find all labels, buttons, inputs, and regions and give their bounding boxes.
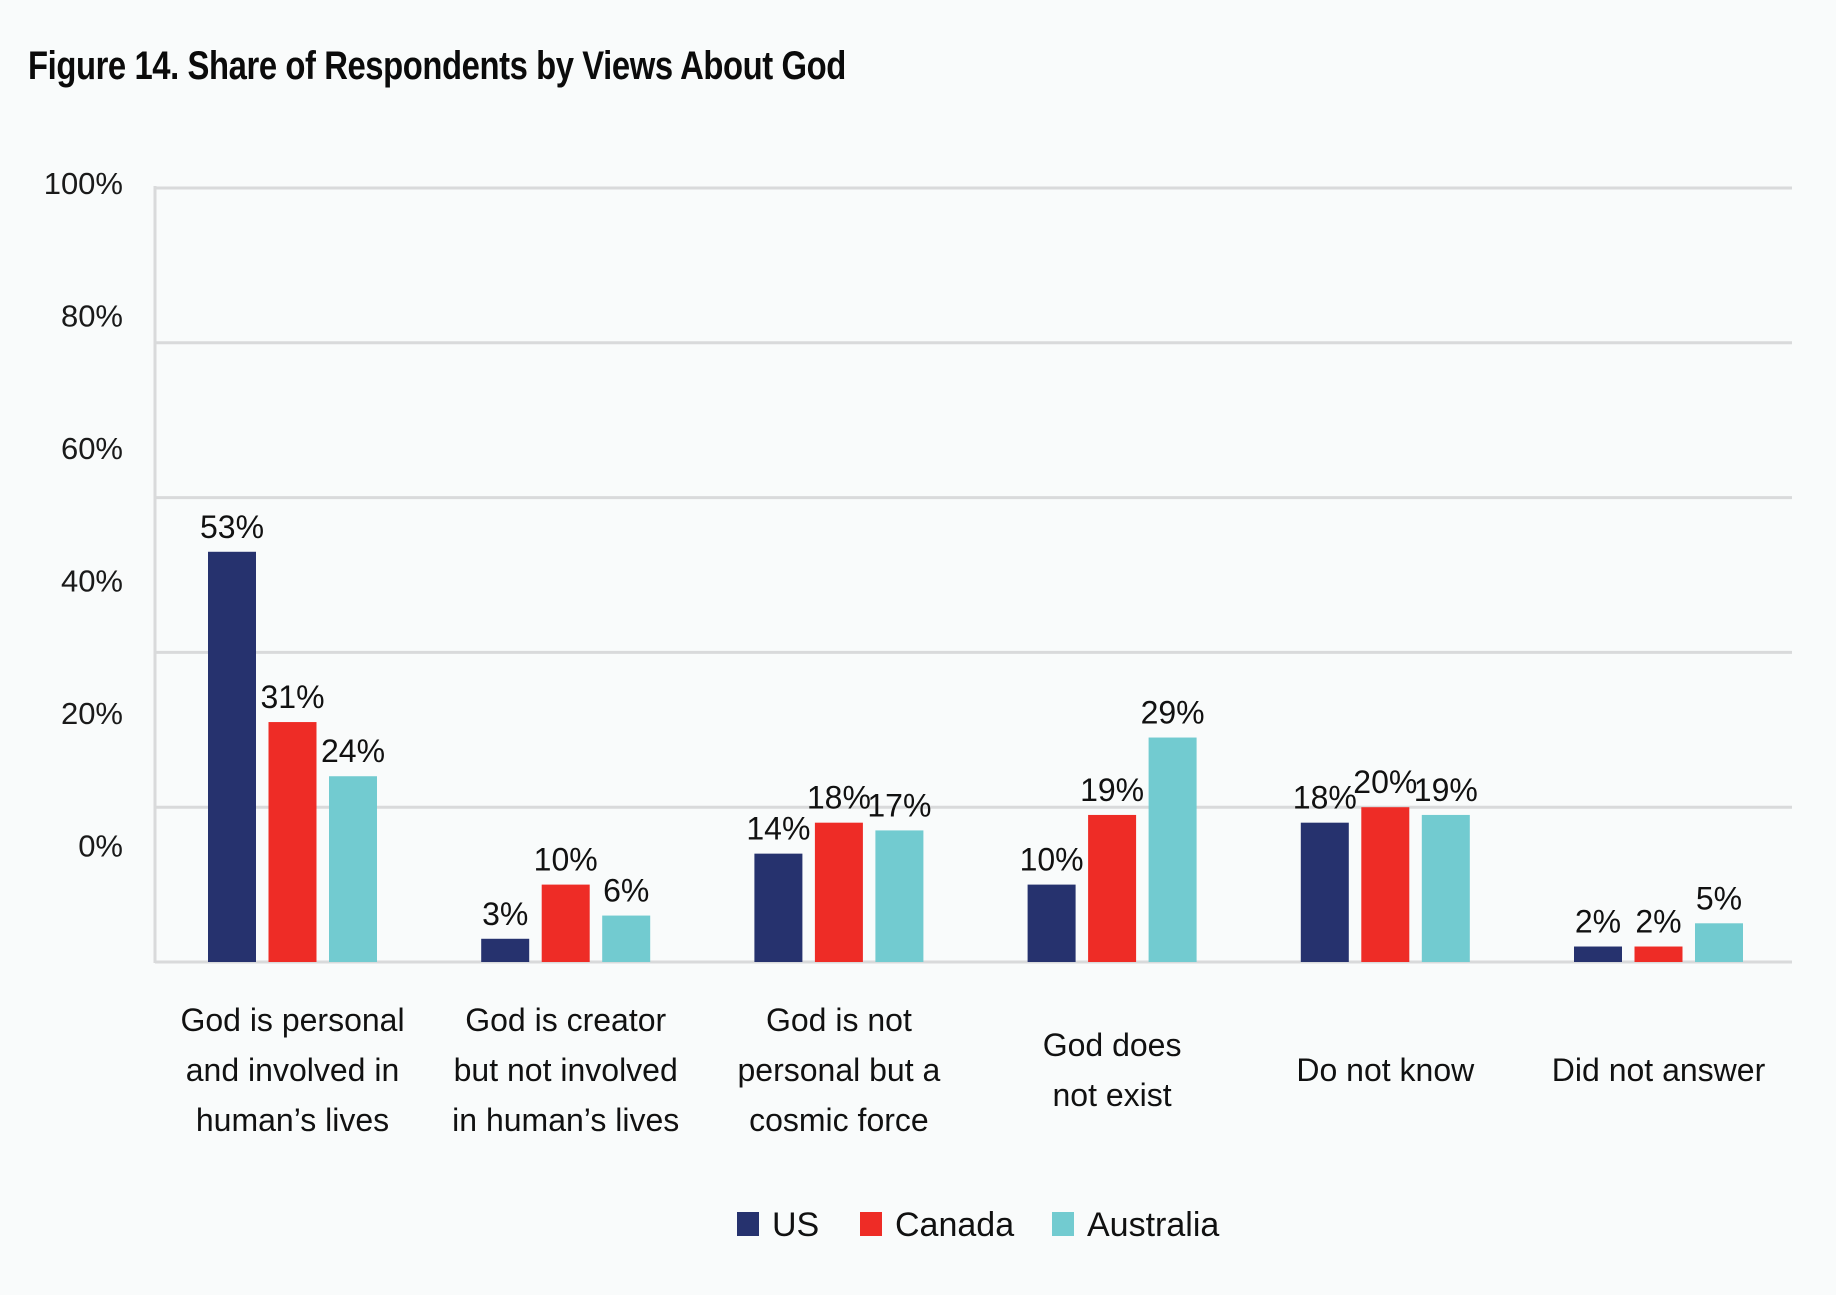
data-label: 3%: [482, 896, 528, 932]
x-category-label-line: human’s lives: [196, 1102, 389, 1138]
x-category-label: Do not know: [1296, 1052, 1475, 1088]
x-category-label-line: God is personal: [180, 1002, 404, 1038]
data-label: 29%: [1141, 695, 1205, 731]
x-category-label-line: personal but a: [737, 1052, 940, 1088]
bar-us: [1300, 822, 1349, 962]
x-category-label: God does not exist: [1043, 1027, 1182, 1113]
data-label: 17%: [867, 787, 931, 823]
legend-label-us: US: [772, 1206, 819, 1244]
bar-canada: [1361, 807, 1410, 962]
bar-us: [481, 938, 530, 962]
bar-canada: [541, 884, 590, 962]
x-category-label-line: God does: [1043, 1027, 1182, 1063]
bar-us: [1027, 884, 1076, 962]
bar-canada: [814, 822, 863, 962]
legend-label-canada: Canada: [895, 1206, 1014, 1244]
x-category-label-line: cosmic force: [749, 1102, 929, 1138]
bar-canada: [1634, 946, 1683, 962]
data-label: 2%: [1575, 904, 1621, 940]
bar-us: [754, 853, 803, 962]
x-category-label-line: God is not: [766, 1002, 912, 1038]
x-category-label-line: Did not answer: [1552, 1052, 1766, 1088]
data-label: 6%: [603, 873, 649, 909]
bar-us: [1574, 946, 1622, 962]
bar-australia: [1148, 737, 1197, 962]
data-label: 14%: [746, 811, 810, 847]
x-category-label-line: God is creator: [465, 1002, 666, 1038]
x-category-label-line: and involved in: [186, 1052, 399, 1088]
x-category-label: God is personal and involved in human’s li…: [180, 1002, 404, 1138]
x-category-label: God is creator but not involved in human’s…: [452, 1002, 679, 1138]
x-category-label-line: but not involved: [454, 1052, 678, 1088]
data-label: 19%: [1080, 772, 1144, 808]
y-tick-label: 40%: [61, 564, 123, 599]
bar-australia: [1421, 814, 1470, 962]
x-category-label-line: in human’s lives: [452, 1102, 679, 1138]
data-label: 10%: [1020, 842, 1084, 878]
data-label: 24%: [321, 733, 385, 769]
data-label: 18%: [807, 780, 871, 816]
x-category-label-line: not exist: [1053, 1077, 1172, 1113]
bar-us: [208, 551, 256, 962]
y-tick-label: 100%: [44, 166, 123, 201]
data-label: 20%: [1353, 764, 1417, 800]
bar-australia: [602, 915, 651, 962]
data-label: 53%: [200, 509, 264, 545]
bar-canada: [1088, 814, 1137, 962]
y-tick-label: 0%: [78, 829, 123, 864]
legend-label-australia: Australia: [1087, 1206, 1219, 1244]
y-tick-label: 20%: [61, 696, 123, 731]
legend-swatch-australia: [1052, 1212, 1074, 1236]
bar-australia: [1695, 923, 1743, 962]
x-category-label-line: Do not know: [1296, 1052, 1475, 1088]
data-label: 31%: [260, 679, 324, 715]
x-category-label: God is not personal but a cosmic force: [737, 1002, 940, 1138]
legend-swatch-us: [737, 1212, 759, 1236]
legend-swatch-canada: [860, 1212, 882, 1236]
bar-australia: [875, 830, 924, 962]
bar-canada: [268, 722, 317, 962]
y-tick-label: 80%: [61, 299, 123, 334]
y-tick-label: 60%: [61, 431, 123, 466]
chart-title: Figure 14. Share of Respondents by Views…: [28, 44, 846, 88]
bar-australia: [329, 776, 377, 962]
data-label: 2%: [1635, 904, 1681, 940]
x-category-label: Did not answer: [1552, 1052, 1766, 1088]
data-label: 19%: [1414, 772, 1478, 808]
data-label: 18%: [1293, 780, 1357, 816]
data-label: 5%: [1696, 880, 1742, 916]
data-label: 10%: [534, 842, 598, 878]
